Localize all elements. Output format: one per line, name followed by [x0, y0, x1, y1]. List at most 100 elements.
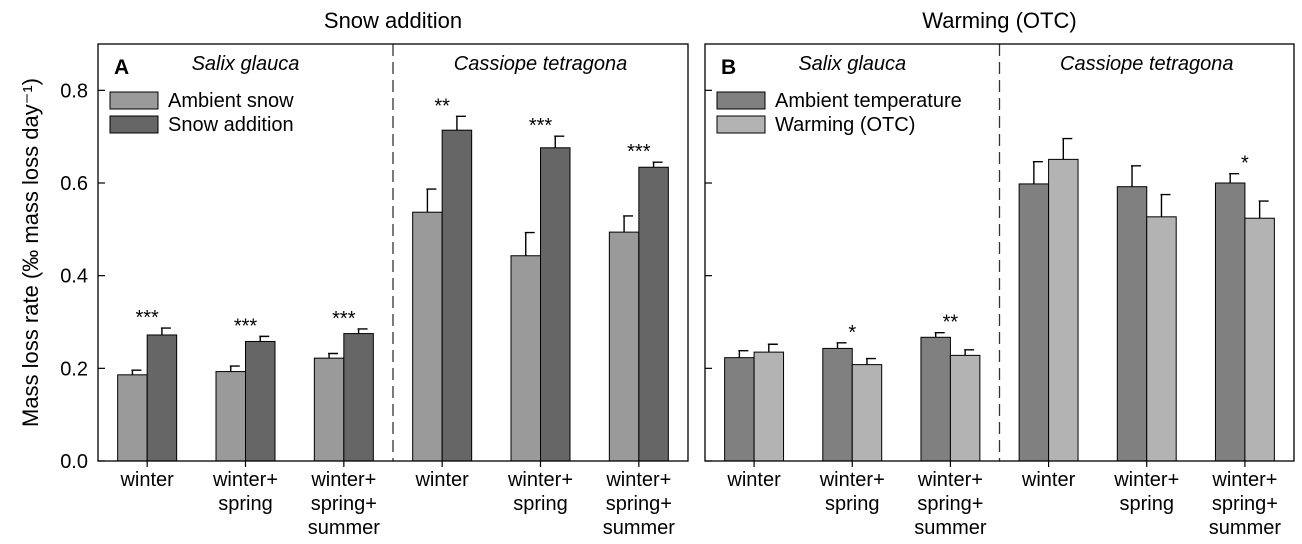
bar [920, 336, 951, 462]
legend-swatch [716, 115, 766, 134]
x-tick-label-line: spring [513, 493, 567, 515]
x-tick-label: winter+ spring [1113, 469, 1179, 515]
error-bar [455, 115, 466, 131]
significance-label: *** [627, 141, 651, 163]
significance-label: *** [234, 315, 258, 337]
x-tick-label-line: winter+ [1211, 469, 1277, 491]
x-tick-label-line: spring+ [917, 493, 983, 515]
x-tick-label-line: spring+ [311, 493, 377, 515]
panel-label: B [721, 56, 736, 79]
error-bar [1229, 173, 1240, 183]
x-tick-label-line: summer [914, 517, 987, 539]
x-tick-label-line: winter [1021, 469, 1076, 491]
bar [215, 371, 246, 462]
error-bar [652, 161, 663, 168]
chart-title: Snow addition [324, 8, 462, 33]
bar [1214, 182, 1246, 462]
bar [753, 351, 785, 462]
bar [146, 334, 178, 462]
significance-label: * [848, 322, 856, 344]
error-bar [131, 369, 142, 375]
y-tick-label: 0.6 [60, 173, 88, 195]
x-tick-label: winter+ spring+ summer [914, 469, 987, 539]
error-bar [623, 215, 634, 233]
x-tick-label-line: spring [218, 493, 272, 515]
group-label: Cassiope tetragona [1060, 53, 1233, 75]
legend-swatch [109, 115, 159, 134]
error-bar [1258, 200, 1269, 219]
error-bar [1032, 160, 1043, 184]
x-tick-label-line: winter+ [212, 469, 278, 491]
significance-label: ** [434, 95, 450, 117]
error-bar [1062, 137, 1073, 160]
legend-label: Ambient temperature [775, 90, 962, 112]
x-tick-label: winter [726, 469, 781, 491]
legend-swatch [109, 91, 159, 110]
significance-label: *** [332, 308, 356, 330]
x-tick-label: winter+ spring [819, 469, 885, 515]
significance-label: * [1241, 153, 1249, 175]
error-bar [836, 342, 847, 349]
y-tick-label: 0.8 [60, 80, 88, 102]
x-tick-label-line: winter+ [917, 469, 983, 491]
error-bar [229, 365, 240, 372]
error-bar [426, 188, 437, 213]
bar [822, 347, 853, 462]
x-tick-label-line: spring [1120, 493, 1174, 515]
bar [245, 340, 276, 462]
plot-frame [704, 43, 1295, 462]
x-tick-label: winter+ spring [507, 469, 573, 515]
error-bar [160, 327, 171, 335]
bar [441, 129, 473, 462]
y-tick-label: 0.0 [60, 451, 88, 473]
group-label: Salix glauca [192, 53, 300, 75]
bar [412, 211, 443, 462]
x-tick-label: winter [119, 469, 174, 491]
x-tick-label-line: spring+ [606, 493, 672, 515]
chart-title: Warming (OTC) [922, 8, 1076, 33]
x-tick-label-line: winter+ [310, 469, 376, 491]
error-bar [865, 357, 876, 365]
bar [851, 364, 883, 462]
x-tick-label-line: winter [119, 469, 174, 491]
significance-label: *** [529, 115, 553, 137]
error-bar [1131, 165, 1142, 187]
error-bar [524, 231, 535, 256]
bar [510, 255, 541, 462]
group-label: Cassiope tetragona [454, 53, 627, 75]
panel-label: A [114, 56, 129, 79]
x-tick-label: winter [414, 469, 469, 491]
bar [1116, 186, 1148, 462]
bar [949, 354, 981, 462]
error-bar [964, 349, 975, 356]
error-bar [328, 352, 339, 359]
significance-label: *** [135, 307, 159, 329]
bar [117, 374, 148, 462]
x-tick-label: winter+ spring [212, 469, 278, 515]
bar [313, 357, 345, 462]
bar [1244, 217, 1275, 462]
x-tick-label-line: summer [308, 517, 381, 539]
x-tick-label-line: spring+ [1212, 493, 1278, 515]
x-tick-label-line: winter [726, 469, 781, 491]
error-bar [259, 335, 270, 342]
bar [1048, 158, 1079, 462]
error-bar [738, 350, 749, 358]
error-bar [357, 328, 368, 334]
legend-swatch [716, 91, 766, 110]
x-tick-label: winter+ spring+ summer [1209, 469, 1282, 539]
bar [1018, 183, 1050, 462]
legend-label: Snow addition [168, 114, 294, 136]
error-bar [934, 331, 945, 338]
error-bar [1160, 193, 1171, 217]
error-bar [767, 343, 778, 353]
x-tick-label: winter+ spring+ summer [308, 469, 381, 539]
bar [1146, 216, 1177, 462]
x-tick-label-line: spring [825, 493, 879, 515]
x-tick-label-line: winter+ [605, 469, 671, 491]
bar [608, 231, 640, 462]
significance-label: ** [943, 312, 959, 334]
legend-label: Ambient snow [168, 90, 294, 112]
bar [540, 147, 571, 462]
